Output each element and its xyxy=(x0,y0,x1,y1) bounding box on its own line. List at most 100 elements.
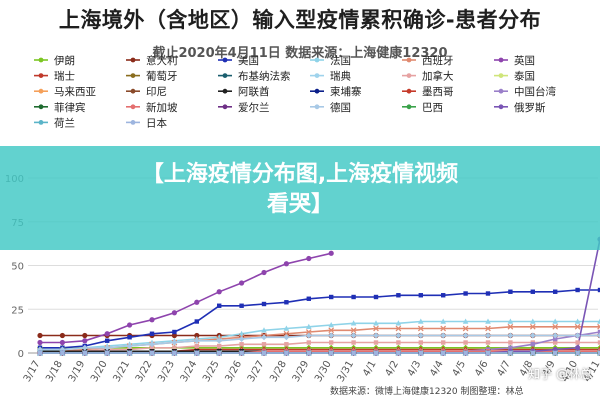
data-point xyxy=(553,336,558,342)
data-point xyxy=(553,350,558,356)
legend-entry: 马来西亚 xyxy=(34,86,96,98)
data-point xyxy=(261,334,267,341)
data-point xyxy=(418,293,423,298)
legend-label: 爱尔兰 xyxy=(238,101,270,114)
legend-swatch-marker xyxy=(38,88,44,94)
legend-swatch-marker xyxy=(222,57,228,63)
legend-label: 泰国 xyxy=(514,70,535,83)
legend-swatch-marker xyxy=(406,104,412,110)
data-point xyxy=(261,350,267,356)
data-point xyxy=(418,350,423,356)
data-point xyxy=(440,318,446,324)
legend-entry: 布基纳法索 xyxy=(218,70,291,83)
data-point xyxy=(171,332,177,339)
legend-label: 美国 xyxy=(238,54,259,67)
data-point xyxy=(396,293,401,298)
data-point xyxy=(105,350,110,356)
data-point xyxy=(127,322,133,328)
legend-entry: 柬埔寨 xyxy=(310,85,362,98)
data-point xyxy=(462,325,469,332)
x-tick-label: 3/18 xyxy=(44,359,65,384)
legend-swatch-marker xyxy=(406,73,412,78)
data-point xyxy=(574,332,581,339)
legend-swatch-marker xyxy=(222,88,228,94)
legend-entry: 俄罗斯 xyxy=(494,101,546,114)
data-point xyxy=(194,332,200,339)
series-line xyxy=(40,334,600,351)
legend-label: 巴西 xyxy=(422,102,443,114)
data-point xyxy=(328,250,334,256)
data-point xyxy=(329,294,334,300)
legend-swatch-marker xyxy=(38,104,44,110)
data-point xyxy=(104,344,111,351)
legend-swatch-marker xyxy=(222,104,228,110)
data-point xyxy=(395,320,402,326)
x-tick-label: 3/22 xyxy=(134,359,155,384)
data-point xyxy=(37,332,43,339)
x-tick-label: 4/1 xyxy=(361,359,379,378)
series-line xyxy=(40,252,332,344)
legend-swatch-marker xyxy=(498,73,504,78)
legend-entry: 新加坡 xyxy=(126,101,178,114)
overlay-headline: 【上海疫情分布图,上海疫情视频 看哭】 xyxy=(0,160,600,220)
data-point xyxy=(508,289,513,294)
data-point xyxy=(126,343,133,349)
data-point xyxy=(418,318,424,324)
data-point xyxy=(149,317,155,323)
legend-entry: 加拿大 xyxy=(402,70,454,83)
data-point xyxy=(306,323,312,329)
data-point xyxy=(194,343,199,349)
x-tick-label: 3/29 xyxy=(291,359,312,384)
data-point xyxy=(597,329,600,335)
legend-entry: 瑞士 xyxy=(34,70,75,83)
data-point xyxy=(82,332,88,339)
data-point xyxy=(104,331,110,337)
legend-swatch-marker xyxy=(130,120,136,125)
legend-swatch-marker xyxy=(314,104,320,110)
legend-entry: 巴西 xyxy=(402,102,443,114)
data-point xyxy=(328,327,335,334)
data-point xyxy=(529,323,536,330)
data-point xyxy=(485,318,491,324)
legend-label: 荷兰 xyxy=(54,116,75,129)
data-point xyxy=(350,320,357,326)
data-point xyxy=(59,339,65,346)
data-point xyxy=(261,269,267,276)
y-tick-label: 50 xyxy=(11,262,24,273)
legend-entry: 阿联酋 xyxy=(218,85,270,98)
legend-entry: 瑞典 xyxy=(310,70,351,83)
y-tick-label: 25 xyxy=(11,305,24,316)
x-tick-label: 3/24 xyxy=(179,359,200,384)
data-point xyxy=(238,336,245,342)
legend-swatch-marker xyxy=(498,104,504,110)
data-point xyxy=(508,345,513,350)
x-tick-label: 3/26 xyxy=(223,359,244,384)
data-point xyxy=(597,287,600,293)
legend-label: 马来西亚 xyxy=(54,86,96,98)
data-point xyxy=(283,325,290,331)
legend-label: 意大利 xyxy=(146,54,178,67)
series-line xyxy=(40,289,600,349)
data-point xyxy=(508,340,513,345)
legend-label: 葡萄牙 xyxy=(146,70,178,83)
legend-swatch-marker xyxy=(498,88,504,94)
data-point xyxy=(373,340,379,345)
legend-entry: 美国 xyxy=(218,54,259,67)
legend-swatch-marker xyxy=(38,120,44,125)
x-tick-label: 4/7 xyxy=(495,359,513,378)
data-point xyxy=(373,320,379,326)
data-point xyxy=(485,325,491,332)
legend-label: 布基纳法索 xyxy=(238,70,291,83)
data-point xyxy=(172,350,177,356)
data-point xyxy=(239,303,244,308)
data-point xyxy=(417,332,424,339)
data-point xyxy=(396,350,401,356)
data-point xyxy=(239,342,244,347)
data-point xyxy=(172,329,177,335)
x-tick-label: 3/27 xyxy=(246,359,267,384)
data-point xyxy=(507,332,514,339)
legend-swatch-marker xyxy=(38,57,44,63)
data-point xyxy=(149,331,155,336)
data-point xyxy=(485,332,491,339)
x-tick-label: 3/23 xyxy=(156,359,177,384)
